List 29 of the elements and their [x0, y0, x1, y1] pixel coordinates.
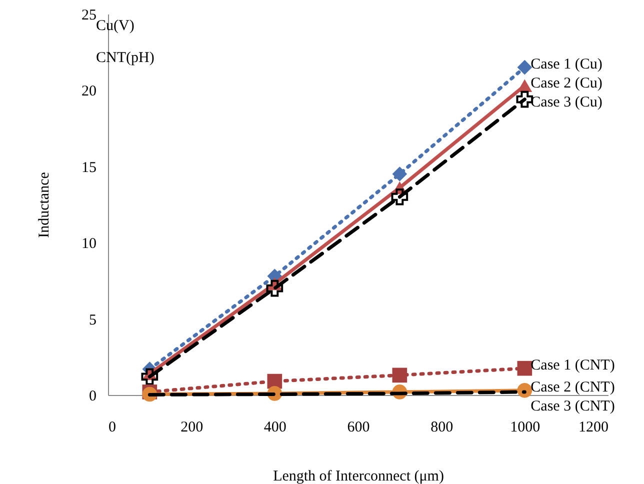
- y-tick-label: 20: [82, 84, 96, 100]
- point: [391, 188, 408, 206]
- x-tick-label: 400: [264, 420, 286, 436]
- point: [517, 383, 532, 398]
- x-tick-label: 600: [347, 420, 370, 436]
- x-axis-title: Length of Interconnect (μm): [273, 468, 444, 484]
- point: [392, 166, 408, 182]
- annotation: CNT(pH): [96, 50, 154, 66]
- point: [141, 368, 158, 386]
- series-label: Case 2 (CNT): [530, 379, 615, 396]
- x-tick-label: 1200: [578, 420, 608, 436]
- x-tick-label: 800: [430, 420, 454, 436]
- y-tick-label: 10: [82, 236, 96, 252]
- point: [266, 280, 284, 297]
- series-label: Case 2 (Cu): [530, 75, 602, 92]
- y-axis-title: Inductance: [36, 172, 52, 238]
- series-label: Case 1 (Cu): [530, 56, 602, 72]
- y-tick-label: 25: [82, 8, 96, 24]
- x-tick-label: 200: [180, 420, 204, 436]
- annotation: Cu(V): [96, 18, 134, 34]
- y-tick-label: 15: [82, 160, 96, 176]
- y-tick-label: 0: [89, 388, 96, 404]
- series-label: Case 3 (CNT): [530, 398, 615, 414]
- point: [392, 368, 408, 383]
- x-tick-label: 0: [108, 420, 116, 436]
- x-tick-label: 1000: [510, 420, 540, 436]
- point: [517, 360, 532, 376]
- y-tick-label: 5: [89, 312, 96, 328]
- point: [517, 60, 532, 75]
